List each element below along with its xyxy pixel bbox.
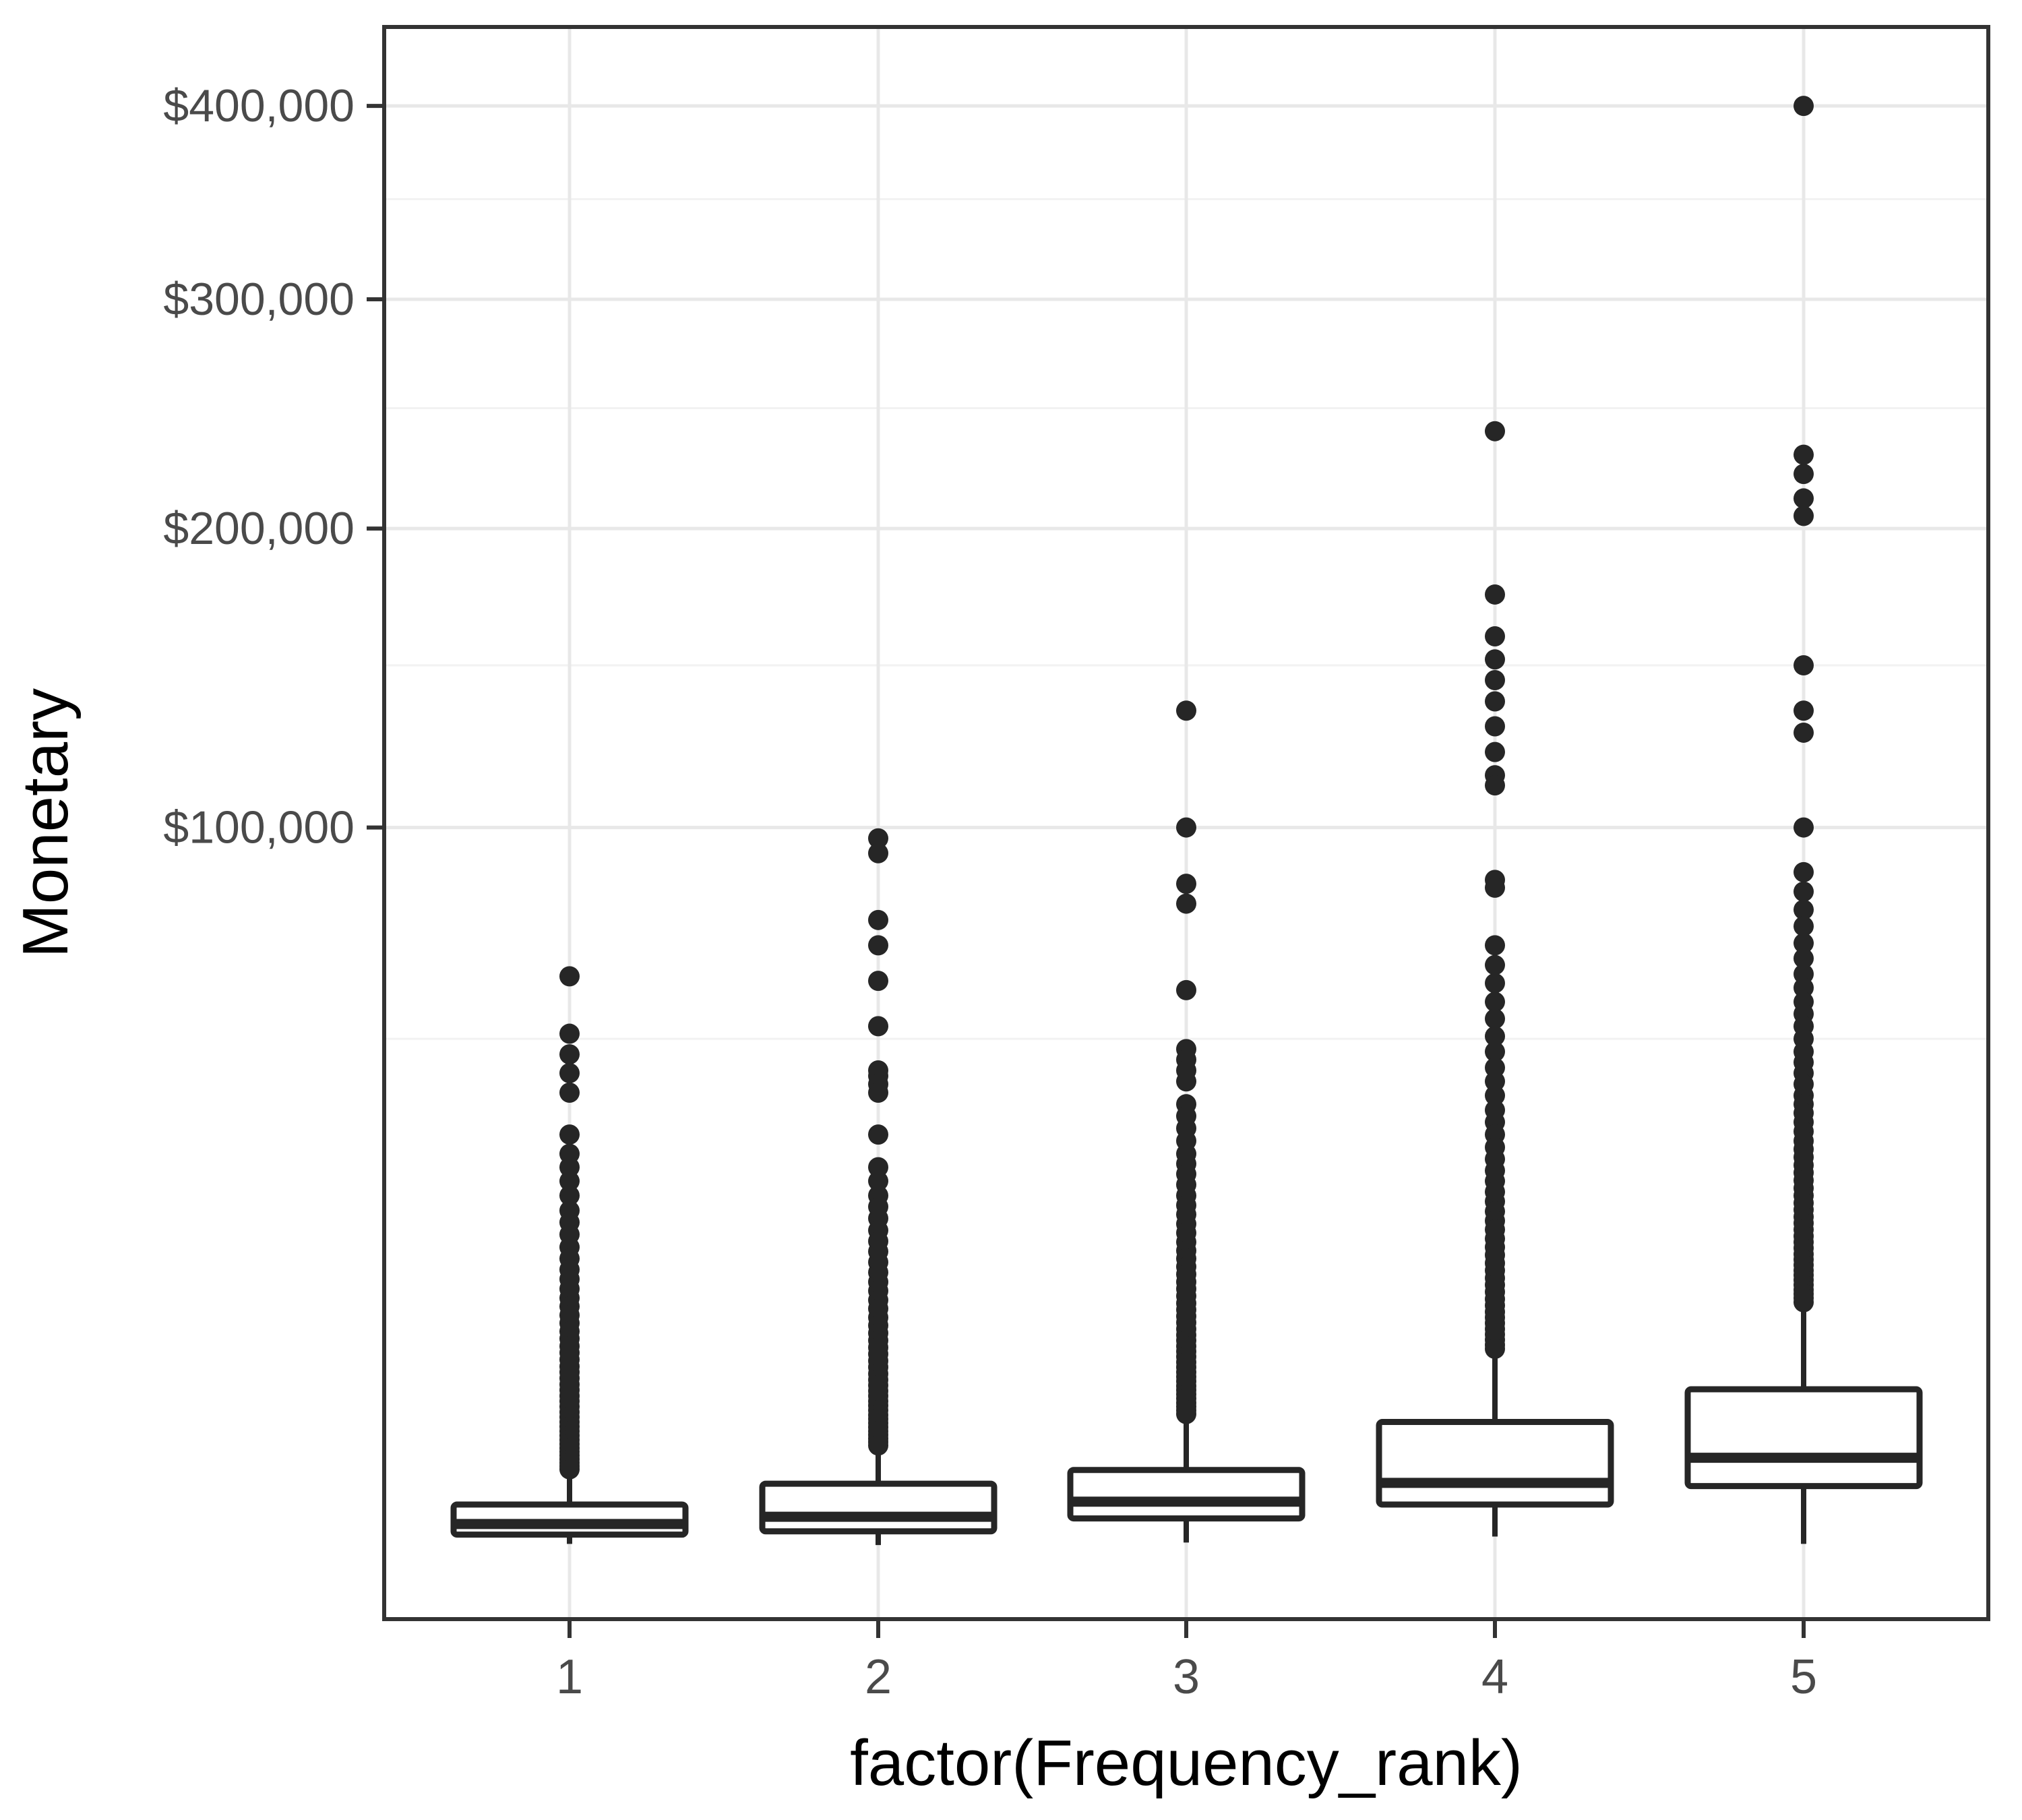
outlier-dot-group-5 <box>1794 464 1814 485</box>
box-group-4 <box>1376 1419 1614 1508</box>
outlier-dot-group-4 <box>1485 1026 1505 1047</box>
outlier-dot-group-5 <box>1794 700 1814 721</box>
outlier-dot-group-3 <box>1176 1071 1196 1092</box>
outlier-dot-group-4 <box>1485 877 1505 898</box>
outlier-dot-group-4 <box>1485 954 1505 975</box>
outlier-dot-group-1 <box>559 1157 580 1178</box>
outlier-dot-group-3 <box>1176 817 1196 838</box>
outlier-dot-group-4 <box>1485 992 1505 1012</box>
outlier-dot-group-4 <box>1485 691 1505 712</box>
outlier-dot-group-2 <box>868 1157 888 1178</box>
outlier-dot-group-1 <box>559 1185 580 1206</box>
outlier-dot-group-1 <box>559 1023 580 1044</box>
outlier-dot-group-4 <box>1485 973 1505 994</box>
outlier-dot-group-4 <box>1485 421 1505 442</box>
x-tick-label: 5 <box>1790 1650 1817 1704</box>
outlier-dot-group-4 <box>1485 670 1505 691</box>
box-group-5 <box>1684 1386 1923 1490</box>
outlier-dot-group-4 <box>1485 1008 1505 1029</box>
outlier-dot-group-4 <box>1485 741 1505 762</box>
outlier-dot-group-3 <box>1176 979 1196 1000</box>
outlier-dot-group-4 <box>1485 1041 1505 1062</box>
x-tick-label: 2 <box>865 1650 892 1704</box>
x-tick-label: 1 <box>556 1650 583 1704</box>
y-axis-title: Monetary <box>9 688 82 958</box>
outlier-dot-group-5 <box>1794 933 1814 954</box>
outlier-dot-group-5 <box>1794 948 1814 969</box>
outlier-dot-group-1 <box>559 1083 580 1103</box>
outlier-dot-group-3 <box>1176 874 1196 894</box>
outlier-dot-group-5 <box>1794 861 1814 882</box>
outlier-dot-group-3 <box>1176 893 1196 914</box>
outlier-dot-group-4 <box>1485 1338 1505 1359</box>
outlier-dot-group-5 <box>1794 881 1814 902</box>
outlier-dot-group-2 <box>868 828 888 849</box>
y-tick-label: $400,000 <box>163 80 355 131</box>
outlier-dot-group-2 <box>868 971 888 992</box>
outlier-dot-group-4 <box>1485 1071 1505 1092</box>
outlier-dot-group-4 <box>1485 935 1505 956</box>
outlier-dot-group-1 <box>559 966 580 987</box>
outlier-dot-group-1 <box>559 1124 580 1145</box>
outlier-dot-group-2 <box>868 1016 888 1037</box>
box-group-2 <box>759 1480 998 1535</box>
box-group-3 <box>1067 1467 1306 1522</box>
y-tick-label: $200,000 <box>163 503 355 554</box>
outlier-dot-group-4 <box>1485 1085 1505 1106</box>
outlier-dot-group-1 <box>559 1459 580 1480</box>
outlier-dot-group-2 <box>868 909 888 930</box>
outlier-dot-group-3 <box>1176 1403 1196 1424</box>
outlier-dot-group-5 <box>1794 977 1814 998</box>
outlier-dot-group-5 <box>1794 899 1814 920</box>
outlier-dot-group-1 <box>559 1044 580 1065</box>
outlier-dot-group-2 <box>868 1171 888 1192</box>
outlier-dot-group-4 <box>1485 626 1505 646</box>
outlier-dot-group-2 <box>868 1083 888 1103</box>
outlier-dot-group-4 <box>1485 716 1505 737</box>
outlier-dot-group-1 <box>559 1063 580 1084</box>
outlier-dot-group-5 <box>1794 96 1814 117</box>
outlier-dot-group-5 <box>1794 488 1814 509</box>
y-tick-label: $100,000 <box>163 802 355 853</box>
outlier-dot-group-5 <box>1794 722 1814 743</box>
panel-border <box>382 25 1990 1621</box>
outlier-dot-group-4 <box>1485 584 1505 605</box>
outlier-dot-group-5 <box>1794 817 1814 838</box>
outlier-dot-group-5 <box>1794 655 1814 675</box>
outlier-dot-group-4 <box>1485 649 1505 670</box>
outlier-dot-group-1 <box>559 1171 580 1192</box>
outlier-dot-group-5 <box>1794 916 1814 937</box>
outlier-dot-group-5 <box>1794 1292 1814 1312</box>
x-axis-title: factor(Frequency_rank) <box>850 1727 1523 1799</box>
outlier-dot-group-4 <box>1485 775 1505 796</box>
y-tick-label: $300,000 <box>163 274 355 325</box>
outlier-dot-group-2 <box>868 843 888 863</box>
outlier-dot-group-2 <box>868 1124 888 1145</box>
outlier-dot-group-5 <box>1794 444 1814 465</box>
outlier-dot-group-2 <box>868 935 888 956</box>
x-tick-label: 3 <box>1173 1650 1200 1704</box>
chart-generated-layer: $400,000 $300,000 $200,000 $100,000 1 2 3 4 5 <box>163 25 1990 1704</box>
outlier-dot-group-3 <box>1176 700 1196 721</box>
outlier-dot-group-5 <box>1794 506 1814 526</box>
x-tick-label: 4 <box>1481 1650 1508 1704</box>
outlier-dot-group-2 <box>868 1435 888 1456</box>
